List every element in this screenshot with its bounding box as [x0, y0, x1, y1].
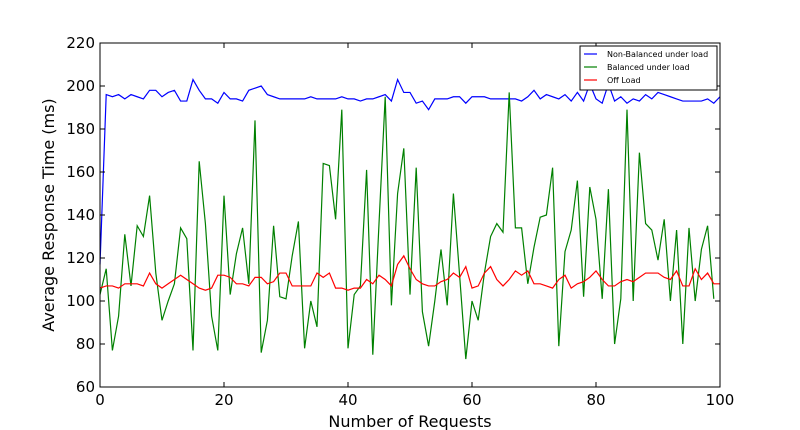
x-tick-label: 20: [214, 391, 233, 409]
y-tick-label: 100: [66, 292, 95, 310]
x-tick-label: 0: [95, 391, 105, 409]
series-line-0: [99, 77, 721, 265]
series-line-1: [99, 92, 715, 360]
y-tick-label: 180: [66, 120, 95, 138]
x-tick-label: 40: [338, 391, 357, 409]
legend-label-0: Non-Balanced under load: [607, 50, 708, 59]
legend-label-2: Off Load: [607, 76, 641, 85]
legend-box: [579, 45, 718, 91]
y-axis-label: Average Response Time (ms): [39, 98, 58, 331]
series-line-2: [99, 254, 720, 291]
y-tick-label: 60: [76, 378, 95, 396]
series-layer: [99, 77, 721, 360]
y-tick-label: 80: [76, 335, 95, 353]
y-tick-label: 120: [66, 249, 95, 267]
plot-frame: [99, 42, 721, 388]
y-tick-label: 160: [66, 163, 95, 181]
y-tick-label: 200: [66, 77, 95, 95]
legend: Non-Balanced under load Balanced under lo…: [579, 45, 718, 91]
ticks-layer: 0 20 40 60 80 100 60 80 100 120 140 160 180 200 220: [66, 34, 734, 409]
x-tick-label: 100: [706, 391, 735, 409]
x-tick-label: 60: [462, 391, 481, 409]
y-tick-label: 220: [66, 34, 95, 52]
y-tick-label: 140: [66, 206, 95, 224]
x-tick-label: 80: [586, 391, 605, 409]
legend-label-1: Balanced under load: [607, 63, 690, 72]
x-axis-label: Number of Requests: [328, 412, 491, 430]
